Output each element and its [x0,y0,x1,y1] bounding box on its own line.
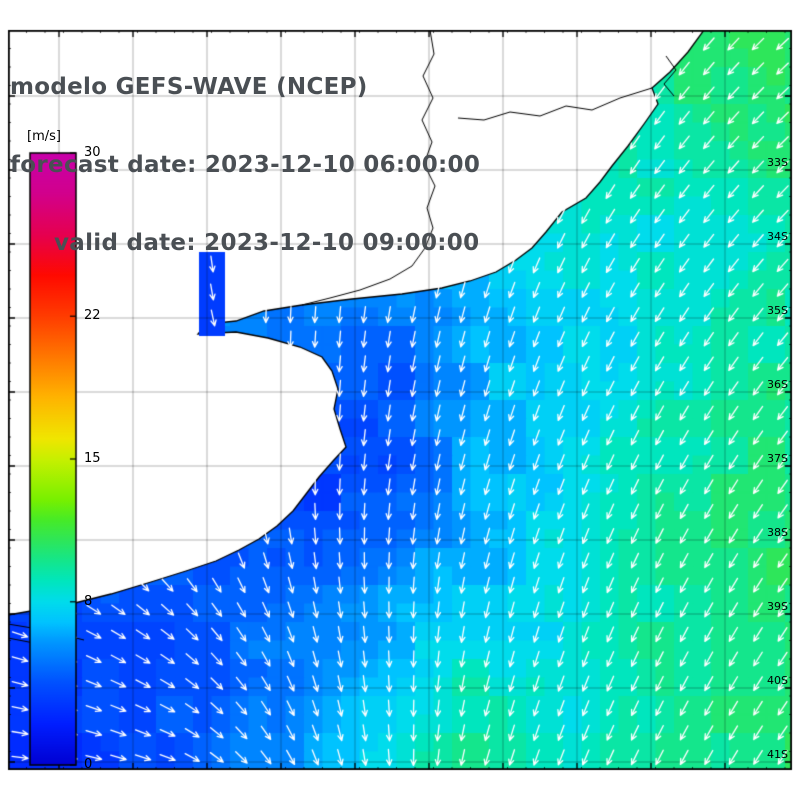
wind-map-canvas [0,0,800,800]
gefs-wave-map: modelo GEFS-WAVE (NCEP) forecast date: 2… [0,0,800,800]
